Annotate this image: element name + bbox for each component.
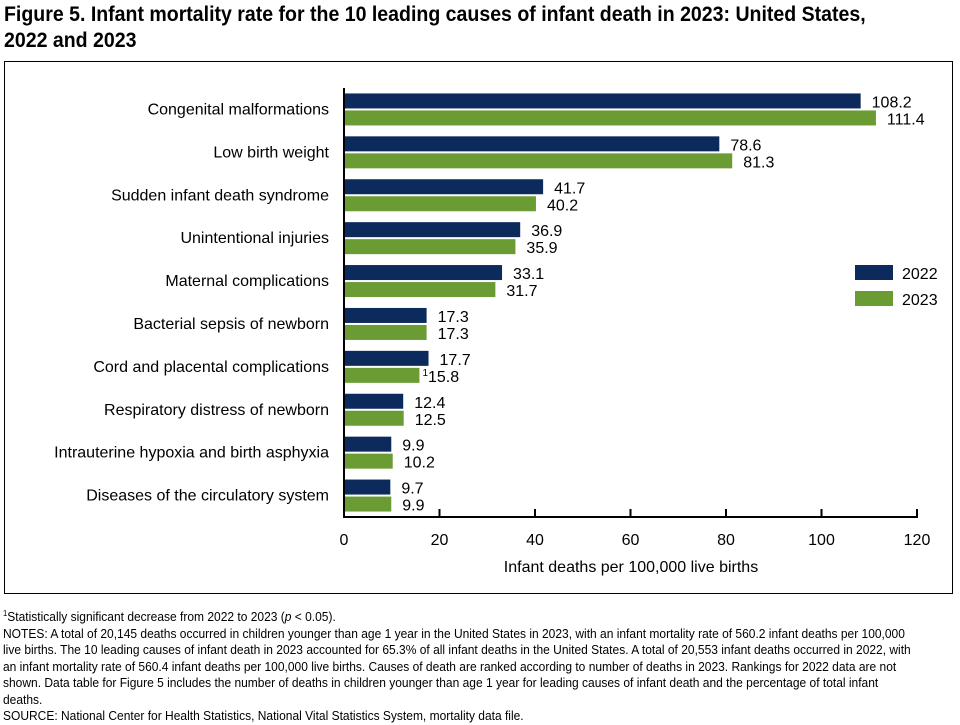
legend-swatch-2023 <box>855 291 893 306</box>
data-label-2022: 9.9 <box>402 438 424 455</box>
x-tick-label: 60 <box>622 532 640 549</box>
data-label-2023: 111.4 <box>887 111 925 128</box>
bar-2023 <box>345 367 420 383</box>
category-label: Maternal complications <box>165 273 329 290</box>
data-label-2023: 35.9 <box>526 240 557 257</box>
data-label-2023: 81.3 <box>743 154 774 171</box>
category-label: Unintentional injuries <box>180 230 329 247</box>
bar-2022 <box>345 222 521 238</box>
data-label-2022: 17.7 <box>440 352 471 369</box>
bar-2022 <box>345 179 544 195</box>
legend-label: 2022 <box>902 266 938 283</box>
x-tick-label: 40 <box>526 532 544 549</box>
data-label-2022: 9.7 <box>401 481 423 498</box>
bar-2022 <box>345 307 427 323</box>
bar-chart: 0 20 40 60 80 100 120 Infant deaths per 100,000… <box>54 88 938 576</box>
source-text: SOURCE: National Center for Health Stati… <box>3 709 524 724</box>
bar-2022 <box>345 393 404 409</box>
bar-2022 <box>345 350 429 366</box>
x-axis-title: Infant deaths per 100,000 live births <box>504 559 758 576</box>
data-label-2022: 41.7 <box>554 180 585 197</box>
legend-swatch-2022 <box>855 265 893 280</box>
bar-2022 <box>345 479 391 495</box>
x-tick-label: 100 <box>808 532 835 549</box>
category-label: Intrauterine hypoxia and birth asphyxia <box>54 445 329 462</box>
legend-label: 2023 <box>902 292 938 309</box>
footnote-end: < 0.05). <box>291 610 336 625</box>
data-label-2022: 108.2 <box>872 94 912 111</box>
chart-title: Figure 5. Infant mortality rate for the … <box>4 3 866 52</box>
category-label: Cord and placental complications <box>93 359 329 376</box>
bar-2023 <box>345 496 392 512</box>
data-label-2023: 12.5 <box>415 412 446 429</box>
category-label: Sudden infant death syndrome <box>111 187 329 204</box>
bar-2022 <box>345 436 392 452</box>
data-label-2023: 40.2 <box>547 197 578 214</box>
bar-2022 <box>345 136 720 152</box>
chart-frame <box>4 61 953 594</box>
bar-2023 <box>345 453 393 469</box>
notes-text: NOTES: A total of 20,145 deaths occurred… <box>3 626 911 707</box>
footnote-p: p <box>284 610 292 625</box>
x-tick-label: 120 <box>904 532 931 549</box>
footnote-text: Statistically significant decrease from … <box>7 610 285 625</box>
bar-2023 <box>345 153 733 169</box>
bar-2022 <box>345 93 861 109</box>
data-label-2023: 10.2 <box>404 455 435 472</box>
category-label: Congenital malformations <box>148 101 329 118</box>
bar-2023 <box>345 410 404 426</box>
data-label-value: 15.8 <box>428 369 459 386</box>
data-label-2023: 9.9 <box>402 498 424 515</box>
data-label-2023: 17.3 <box>438 326 469 343</box>
category-label: Bacterial sepsis of newborn <box>133 316 329 333</box>
category-label: Diseases of the circulatory system <box>86 488 329 505</box>
footnote: 1Statistically significant decrease from… <box>3 606 920 626</box>
data-label-2022: 78.6 <box>730 137 761 154</box>
data-label-2023: 115.8 <box>422 368 459 386</box>
data-label-2022: 17.3 <box>438 309 469 326</box>
footnote-marker: 1 <box>3 609 8 618</box>
category-label: Respiratory distress of newborn <box>104 402 329 419</box>
data-label-2022: 33.1 <box>513 266 544 283</box>
footnote-marker: 1 <box>422 368 428 379</box>
x-tick-label: 20 <box>431 532 449 549</box>
data-label-2022: 12.4 <box>414 395 445 412</box>
bar-2023 <box>345 196 536 212</box>
category-label: Low birth weight <box>213 144 329 161</box>
data-label-2023: 31.7 <box>506 283 537 300</box>
data-label-2022: 36.9 <box>531 223 562 240</box>
notes: 1Statistically significant decrease from… <box>3 606 920 725</box>
x-tick-label: 0 <box>340 532 349 549</box>
bar-2023 <box>345 239 516 255</box>
x-tick-label: 80 <box>717 532 735 549</box>
bar-2023 <box>345 324 427 340</box>
bar-2022 <box>345 265 503 281</box>
bar-2023 <box>345 282 496 298</box>
bar-2023 <box>345 110 876 126</box>
